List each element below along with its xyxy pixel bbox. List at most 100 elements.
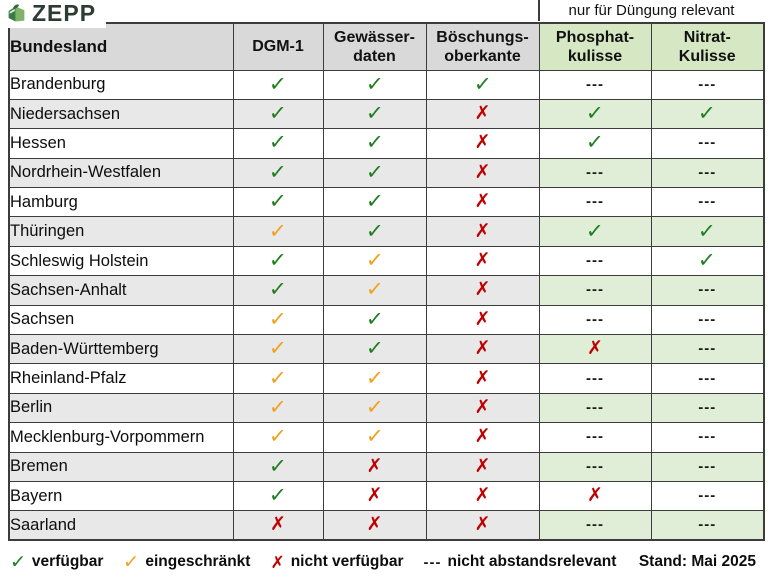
table-cell: ✗ — [425, 510, 540, 541]
table-cell: ✗ — [425, 187, 540, 218]
dash-icon: --- — [586, 281, 604, 299]
table-cell: ✗ — [425, 157, 540, 189]
table-cell: ✓ — [232, 245, 324, 277]
x-red-icon: ✗ — [366, 455, 383, 477]
check-orange-icon: ✓ — [365, 248, 384, 273]
legend-item: --- nicht abstandsrelevant — [424, 553, 617, 571]
table-row: Brandenburg ✓ ✓ ✓ --- --- — [8, 69, 765, 100]
x-red-icon: ✗ — [366, 485, 383, 507]
table-cell: ✓ — [232, 275, 324, 306]
check-green-icon: ✓ — [585, 131, 605, 155]
dash-icon: --- — [586, 369, 604, 387]
row-label-bundesland: Bremen — [8, 451, 234, 482]
fertiliser-relevance-note: nur für Düngung relevant — [538, 0, 763, 21]
table-cell: ✗ — [425, 334, 540, 365]
table-cell: --- — [538, 510, 652, 541]
dash-icon: --- — [698, 487, 717, 505]
zepp-logo-text: ZEPP — [32, 0, 97, 26]
table-row: Mecklenburg-Vorpommern ✓ ✓ ✗ --- --- — [8, 422, 765, 453]
table-cell: ✓ — [232, 128, 324, 159]
check-green-icon: ✓ — [365, 160, 384, 185]
stand-date: Stand: Mai 2025 — [638, 553, 756, 570]
table-cell: ✓ — [538, 128, 652, 159]
table-cell: --- — [650, 334, 765, 365]
check-green-icon: ✓ — [268, 454, 288, 479]
x-red-icon: ✗ — [474, 103, 491, 125]
table-cell: ✗ — [425, 392, 540, 424]
check-green-icon: ✓ — [697, 219, 717, 244]
check-orange-icon: ✓ — [268, 366, 288, 391]
legend-label: nicht abstandsrelevant — [447, 553, 617, 570]
check-green-icon: ✓ — [365, 336, 384, 361]
table-cell: ✓ — [650, 245, 765, 277]
row-label-bundesland: Saarland — [8, 510, 234, 541]
x-red-icon: ✗ — [474, 514, 491, 536]
x-red-icon: ✗ — [474, 426, 491, 448]
check-green-icon: ✓ — [585, 219, 605, 244]
legend: ✓ verfügbar ✓ eingeschränkt ✗ nicht verfügbar… — [9, 549, 758, 575]
dash-icon: --- — [698, 369, 717, 387]
row-label-bundesland: Mecklenburg-Vorpommern — [8, 422, 234, 453]
x-red-icon: ✗ — [474, 308, 491, 330]
table-row: Baden-Württemberg ✓ ✓ ✗ ✗ --- — [8, 334, 765, 365]
dash-icon: --- — [586, 75, 604, 93]
table-cell: ✗ — [425, 422, 540, 453]
table-cell: ✗ — [322, 480, 427, 512]
row-label-bundesland: Schleswig Holstein — [8, 245, 234, 277]
dash-icon: --- — [586, 193, 604, 211]
table-cell: --- — [650, 363, 765, 394]
table-row: Sachsen-Anhalt ✓ ✓ ✗ --- --- — [8, 275, 765, 306]
table-cell: ✗ — [425, 216, 540, 247]
table-cell: --- — [538, 451, 652, 482]
row-label-bundesland: Berlin — [8, 392, 234, 424]
check-green-icon: ✓ — [268, 131, 288, 155]
dash-icon: --- — [586, 428, 604, 446]
check-green-icon: ✓ — [365, 307, 384, 332]
table-cell: ✓ — [650, 216, 765, 247]
table-row: Hamburg ✓ ✓ ✗ --- --- — [8, 187, 765, 218]
check-green-icon: ✓ — [697, 101, 717, 126]
table-cell: ✗ — [425, 304, 540, 336]
dash-icon: --- — [698, 457, 717, 475]
table-row: Bremen ✓ ✗ ✗ --- --- — [8, 451, 765, 482]
table-cell: ✓ — [232, 187, 324, 218]
table-cell: --- — [650, 304, 765, 336]
check-green-icon: ✓ — [473, 72, 492, 97]
table-cell: ✓ — [322, 98, 427, 130]
bundesland-data-table: Bundesland DGM-1 Gewässer- daten Böschungs-… — [8, 22, 765, 542]
table-cell: --- — [538, 392, 652, 424]
table-cell: ✗ — [538, 480, 652, 512]
x-red-icon: ✗ — [474, 396, 491, 418]
table-cell: ✓ — [232, 451, 324, 482]
table-cell: --- — [650, 392, 765, 424]
column-header-boeschungsoberkante: Böschungs- oberkante — [425, 22, 540, 71]
check-orange-icon: ✓ — [268, 424, 288, 449]
table-row: Hessen ✓ ✓ ✗ ✓ --- — [8, 128, 765, 159]
column-header-dgm-1: DGM-1 — [232, 22, 324, 71]
table-row: Thüringen ✓ ✓ ✗ ✓ ✓ — [8, 216, 765, 247]
table-cell: ✓ — [232, 304, 324, 336]
zepp-leaf-icon — [6, 3, 27, 25]
check-green-icon: ✓ — [697, 248, 717, 273]
table-cell: ✓ — [538, 98, 652, 130]
table-cell: ✓ — [232, 334, 324, 365]
check-orange-icon: ✓ — [268, 395, 288, 420]
table-cell: --- — [538, 157, 652, 189]
dash-icon: --- — [698, 193, 717, 211]
x-red-icon: ✗ — [474, 220, 491, 242]
legend-item: ✓ verfügbar — [9, 551, 103, 573]
dash-icon: --- — [698, 310, 717, 328]
x-red-icon: ✗ — [270, 552, 285, 572]
table-cell: --- — [538, 245, 652, 277]
x-red-icon: ✗ — [474, 338, 491, 360]
table-cell: ✓ — [322, 69, 427, 100]
table-cell: ✓ — [232, 216, 324, 247]
check-orange-icon: ✓ — [268, 219, 288, 244]
dash-icon: --- — [586, 398, 604, 416]
table-cell: ✗ — [425, 98, 540, 130]
dash-icon: --- — [698, 134, 717, 152]
row-label-bundesland: Rheinland-Pfalz — [8, 363, 234, 394]
row-label-bundesland: Hamburg — [8, 187, 234, 218]
table-cell: ✗ — [425, 245, 540, 277]
